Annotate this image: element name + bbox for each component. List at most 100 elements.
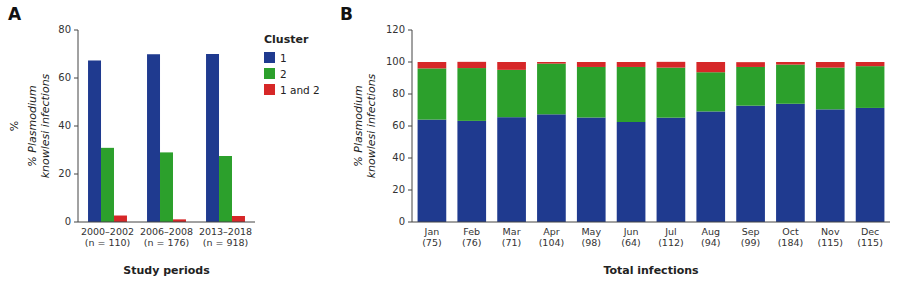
y-tick-label: 20 <box>58 168 71 179</box>
legend-label: 2 <box>280 68 287 80</box>
bar <box>147 54 160 222</box>
legend-swatch <box>264 84 275 95</box>
legend-swatch <box>264 68 275 79</box>
y-tick <box>74 174 78 175</box>
legend-swatch <box>264 52 275 63</box>
y-tick <box>74 30 78 31</box>
bar-segment <box>657 118 686 222</box>
y-tick-label: 20 <box>392 184 405 195</box>
x-tick-label: 2000–2002(n = 110) <box>81 226 134 248</box>
bar-segment <box>816 109 845 222</box>
y-tick-label: 60 <box>392 120 405 131</box>
x-tick-label: Jul(112) <box>658 226 684 248</box>
bar-segment <box>776 62 805 65</box>
x-tick-label: Jan(75) <box>422 226 442 248</box>
x-tick-label: 2013–2018(n = 918) <box>199 226 252 248</box>
bar-segment <box>816 68 845 110</box>
bar <box>101 148 114 222</box>
y-tick <box>74 126 78 127</box>
y-tick-label: 0 <box>399 216 405 227</box>
y-tick-label: 0 <box>65 216 71 227</box>
bar-segment <box>657 62 686 68</box>
annotation: % <box>8 121 21 131</box>
bar-segment <box>657 68 686 118</box>
panel: 0 20 40 60 80 100 120 Jan(75) Feb(76) Mar(71) Apr(… <box>340 4 890 277</box>
panel-title: B <box>340 4 353 24</box>
bar-segment <box>696 72 725 111</box>
x-axis-label: Study periods <box>123 264 210 277</box>
bar-segment <box>696 62 725 72</box>
y-tick <box>408 62 412 63</box>
y-tick <box>408 126 412 127</box>
bar-segment <box>577 118 606 222</box>
y-tick <box>408 158 412 159</box>
bar <box>88 60 101 222</box>
bar-segment <box>537 114 566 222</box>
bar-segment <box>577 62 606 67</box>
x-tick-label: Jun(64) <box>621 226 641 248</box>
y-tick-label: 80 <box>58 24 71 35</box>
bars <box>88 54 245 222</box>
x-tick-label: Dec(115) <box>857 226 883 248</box>
bar-segment <box>736 106 765 222</box>
bar <box>114 216 127 222</box>
y-axis-label: % Plasmodiumknowlesi infections <box>26 73 52 178</box>
bar-segment <box>776 65 805 104</box>
bar <box>160 152 173 222</box>
y-tick-label: 80 <box>392 88 405 99</box>
bar-segment <box>617 122 646 222</box>
bar-segment <box>776 104 805 222</box>
y-tick <box>408 30 412 31</box>
x-tick-label: Apr(104) <box>539 226 565 248</box>
figure: 0204060802000–2002(n = 110)2006–2008(n =… <box>0 0 900 285</box>
bars <box>418 62 885 222</box>
bar-segment <box>418 62 447 68</box>
bar-segment <box>736 67 765 106</box>
bar-segment <box>497 117 526 222</box>
legend-title: Cluster <box>264 33 309 46</box>
y-tick <box>408 222 412 223</box>
bar-segment <box>856 108 885 222</box>
panel: 0 20 40 60 80 2000–2002(n = 110) 2006–2008(n =… <box>8 4 320 277</box>
bar-segment <box>856 62 885 66</box>
bar-segment <box>457 121 486 222</box>
x-axis-line <box>412 222 890 223</box>
bar-segment <box>856 66 885 108</box>
bar-segment <box>457 68 486 121</box>
bar-segment <box>696 111 725 222</box>
bar-segment <box>617 62 646 67</box>
x-tick-label: 2006–2008(n = 176) <box>140 226 193 248</box>
bar-segment <box>577 67 606 118</box>
bar-segment <box>497 70 526 117</box>
y-tick <box>408 94 412 95</box>
bar <box>219 156 232 222</box>
x-tick-label: Feb(76) <box>462 226 482 248</box>
x-tick-label: Nov(115) <box>817 226 843 248</box>
y-tick-label: 40 <box>392 152 405 163</box>
y-tick-label: 100 <box>386 56 405 67</box>
x-tick-label: Mar(71) <box>502 226 522 248</box>
y-tick <box>408 190 412 191</box>
bar-segment <box>537 62 566 64</box>
y-tick-label: 40 <box>58 120 71 131</box>
panel-title: A <box>8 4 22 24</box>
bar <box>206 54 219 222</box>
y-tick-label: 120 <box>386 24 405 35</box>
x-axis-line <box>78 222 255 223</box>
x-axis-label: Total infections <box>603 264 699 277</box>
bar-segment <box>617 67 646 122</box>
bar-segment <box>418 68 447 119</box>
bar-segment <box>457 62 486 68</box>
bar-segment <box>418 120 447 222</box>
legend-label: 1 <box>280 52 287 64</box>
x-tick-label: Sep(99) <box>741 226 761 248</box>
y-tick <box>74 222 78 223</box>
bar-segment <box>497 62 526 70</box>
x-tick-label: Aug(94) <box>701 226 721 248</box>
x-tick-label: Oct(184) <box>778 226 804 248</box>
y-tick-label: 60 <box>58 72 71 83</box>
legend: Cluster121 and 2 <box>264 33 320 96</box>
x-tick-label: May(98) <box>581 226 601 248</box>
bar <box>232 216 245 222</box>
bar-segment <box>816 62 845 68</box>
